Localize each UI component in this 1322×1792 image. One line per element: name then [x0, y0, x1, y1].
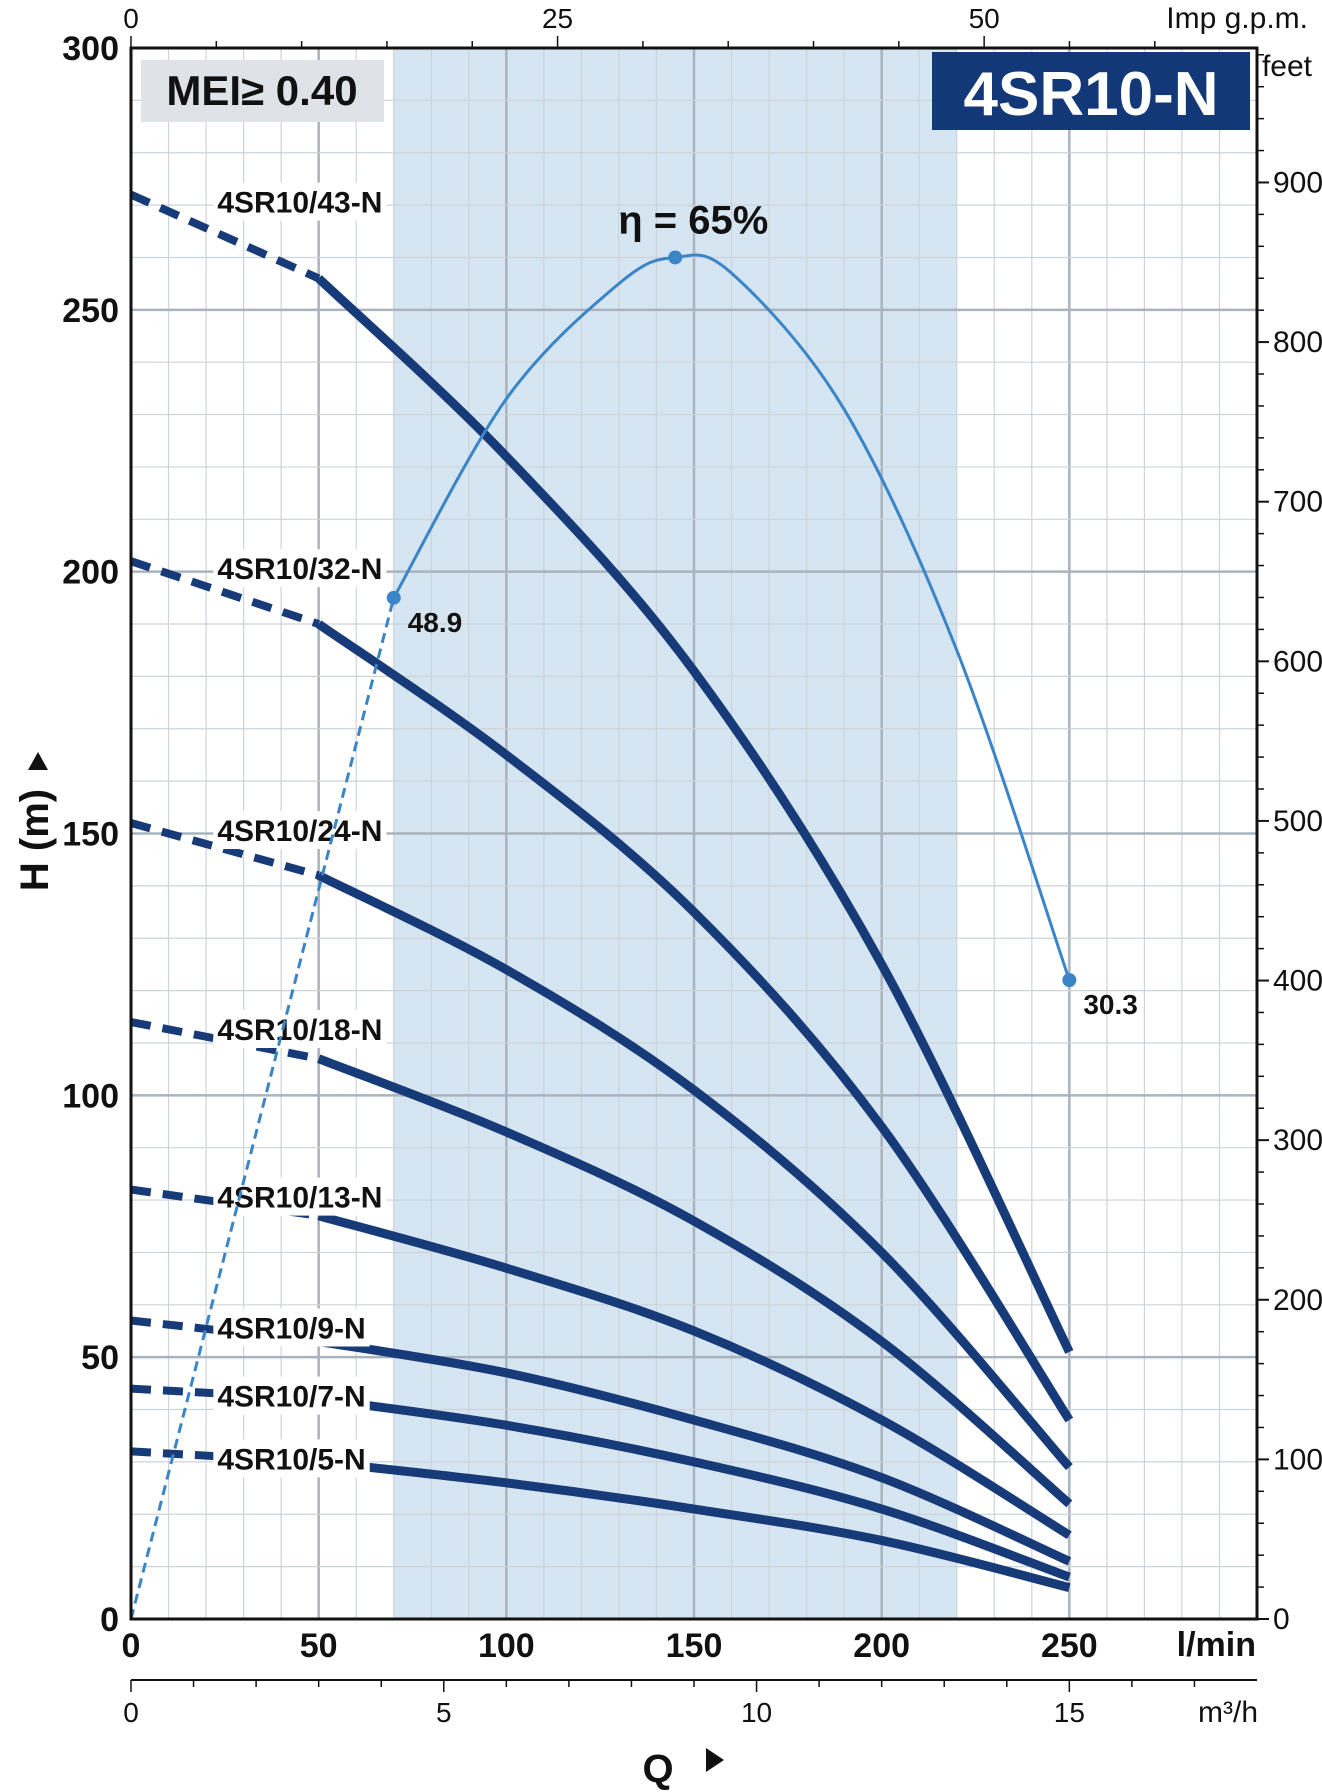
series-label: 4SR10/32-N: [217, 553, 382, 586]
m3h-tick-label: 10: [741, 1697, 772, 1728]
feet-tick-label: 100: [1273, 1443, 1322, 1476]
y-axis-title: H (m): [13, 789, 57, 891]
feet-tick-label: 700: [1273, 486, 1322, 519]
y-tick-label: 150: [62, 816, 119, 854]
series-line: [317, 1337, 1072, 1566]
series-label-bg: [213, 182, 387, 221]
m3h-tick-label: 5: [436, 1697, 452, 1728]
unit-m3h: m³/h: [1198, 1696, 1258, 1729]
series-line: [318, 1394, 1071, 1582]
feet-tick-label: 500: [1273, 805, 1322, 838]
efficiency-point-label: 48.9: [408, 607, 463, 638]
m3h-tick-label: 15: [1054, 1697, 1085, 1728]
feet-tick-label: 300: [1273, 1124, 1322, 1157]
m3h-tick-label: 0: [123, 1697, 139, 1728]
feet-tick-label: 800: [1273, 326, 1322, 359]
efficiency-line: [392, 253, 1071, 981]
series-label-bg: [213, 1439, 370, 1478]
x-axis-title: Q: [642, 1747, 673, 1791]
imp-gpm-tick-label: 25: [542, 3, 573, 34]
plot-frame: [129, 46, 1259, 1621]
series-line: [317, 1054, 1073, 1508]
title-badge-box: [932, 52, 1250, 130]
series-dashed-segment: [129, 557, 320, 628]
chart-title: 4SR10-N: [964, 60, 1219, 129]
y-tick-label: 50: [81, 1339, 119, 1377]
feet-tick-label: 200: [1273, 1284, 1322, 1317]
unit-l-min: l/min: [1177, 1626, 1256, 1664]
pump-curves: 4SR10/43-N 4SR10/32-N 4SR10/24-N 4SR10/18-N…: [129, 182, 1074, 1592]
series-label: 4SR10/24-N: [217, 815, 382, 848]
mei-badge: MEI≥ 0.40: [166, 67, 357, 114]
efficiency-curve: 48.9 30.3 η = 65%: [129, 198, 1138, 1620]
series-label: 4SR10/5-N: [217, 1443, 365, 1476]
unit-imp-gpm: Imp g.p.m.: [1166, 2, 1308, 35]
series-line: [316, 871, 1073, 1471]
y-tick-label: 200: [62, 554, 119, 592]
imp-gpm-tick-label: 50: [969, 3, 1000, 34]
series-label: 4SR10/9-N: [217, 1313, 365, 1346]
y-tick-label: 100: [62, 1077, 119, 1115]
series-label: 4SR10/13-N: [217, 1182, 382, 1215]
x-tick-label: 250: [1041, 1627, 1098, 1665]
series-label: 4SR10/18-N: [217, 1014, 382, 1047]
x-tick-label: 150: [666, 1627, 723, 1665]
feet-tick-label: 900: [1273, 166, 1322, 199]
series-label: 4SR10/7-N: [217, 1381, 365, 1414]
mei-badge-box: [141, 60, 384, 122]
y-tick-label: 300: [62, 30, 119, 68]
series-label-bg: [213, 811, 387, 850]
series-dashed-segment: [129, 190, 321, 283]
efficiency-point: [1062, 973, 1077, 988]
series-label-bg: [213, 1308, 370, 1347]
x-tick-label: 50: [300, 1627, 338, 1665]
efficiency-point: [668, 250, 683, 265]
imp-gpm-tick-label: 0: [123, 3, 139, 34]
feet-tick-label: 0: [1273, 1603, 1290, 1636]
feet-tick-label: 400: [1273, 965, 1322, 998]
unit-feet: feet: [1262, 50, 1313, 83]
x-tick-label: 200: [853, 1627, 910, 1665]
series-label-bg: [213, 1376, 370, 1415]
series-line: [318, 1457, 1071, 1592]
y-axis-arrow-icon: [28, 752, 48, 770]
series-label: 4SR10/43-N: [217, 187, 382, 220]
efficiency-peak-label: η = 65%: [618, 198, 768, 242]
series-line: [315, 275, 1074, 1354]
efficiency-point: [386, 590, 401, 605]
efficiency-point-label: 30.3: [1083, 989, 1138, 1020]
series-label-bg: [213, 549, 387, 588]
x-axis-arrow-icon: [706, 1748, 724, 1772]
series-dashed-segment: [129, 819, 320, 880]
y-tick-label: 0: [100, 1601, 119, 1639]
series-line: [316, 620, 1074, 1423]
series-label-bg: [213, 1010, 387, 1049]
series-line: [317, 1211, 1072, 1540]
y-tick-label: 250: [62, 292, 119, 330]
x-tick-label: 100: [478, 1627, 535, 1665]
feet-tick-label: 600: [1273, 645, 1322, 678]
x-tick-label: 0: [122, 1627, 141, 1665]
